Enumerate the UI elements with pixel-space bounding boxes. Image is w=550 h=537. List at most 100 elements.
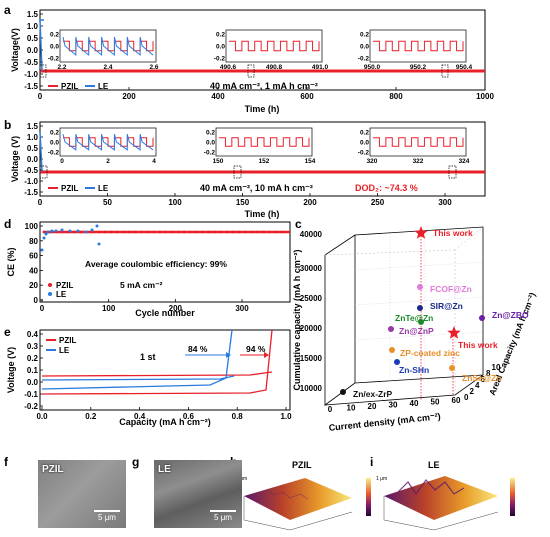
x-ticks: 0 50 100 150 200 250 300: [38, 193, 452, 207]
sem-image-pzil: PZIL 5 μm: [38, 460, 126, 528]
inset-x-label: 2: [106, 158, 110, 165]
x-tick-label: 400: [211, 92, 225, 101]
x-tick-label: 800: [389, 92, 403, 101]
pzil-point: [280, 230, 284, 234]
y-tick-label: 0.3: [27, 342, 39, 351]
afm-texture: [259, 489, 309, 500]
x-tick-label: 200: [122, 92, 136, 101]
y-tick-label: 1.0: [27, 133, 39, 142]
axes-frame: [39, 329, 291, 411]
x-tick-label: 150: [236, 198, 250, 207]
x-tick-label: 300: [438, 198, 452, 207]
percent-pzil: 94 %: [246, 344, 266, 354]
le-series: [40, 224, 101, 252]
x-ticks: 0 10 20 30 40 50 60: [328, 396, 461, 414]
le-inset-trace: [62, 36, 154, 57]
grid-lines: [354, 231, 484, 381]
legend-label-pzil: PZIL: [59, 336, 76, 345]
inset-y-label: -0.2: [48, 150, 60, 157]
legend: PZIL LE: [48, 82, 109, 91]
x-tick-label: 0.2: [85, 412, 97, 421]
point-marker: [388, 326, 394, 332]
pzil-point: [237, 230, 241, 234]
x-axis-label: Cycle number: [135, 308, 195, 318]
z-ticks: 40000 30000 25000 20000 15000 10000: [300, 230, 323, 393]
y-tick-label: 0.1: [27, 366, 39, 375]
y-tick-label: -0.5: [24, 166, 38, 175]
scale-label: 5 μm: [98, 513, 116, 522]
afm-axes: [243, 496, 353, 531]
inset-x-label: 2.4: [103, 64, 112, 71]
le-point: [42, 236, 46, 240]
legend-marker-pzil: [48, 283, 52, 287]
point-marker: [418, 319, 424, 325]
inset-x-label: 154: [305, 158, 316, 165]
y-tick-label: 10: [492, 363, 501, 372]
x-tick-label: 0.8: [232, 412, 244, 421]
condition-label: 40 mA cm⁻², 10 mA h cm⁻²: [200, 183, 313, 193]
inset-y-label: 0.2: [50, 130, 59, 137]
pzil-point: [79, 230, 82, 234]
sem-label: PZIL: [42, 464, 64, 475]
z-tick-label: 25000: [300, 294, 323, 303]
pzil-point: [195, 230, 198, 234]
panel-letter-g: g: [132, 455, 139, 469]
condition-label: 5 mA cm⁻²: [120, 280, 163, 290]
inset-y-label: 0.0: [50, 140, 59, 147]
panel-letter: a: [4, 3, 11, 17]
inset-x-label: 0: [60, 158, 64, 165]
pzil-series: [42, 230, 290, 234]
axes-frame: [39, 221, 291, 303]
data-points: This work FCOF@Zn SIR@Zn Zn@ZBO ZnTe@Zn Zn@Zn…: [340, 226, 529, 399]
inset-y-label: -0.2: [358, 56, 370, 63]
inset-x-label: 490.8: [266, 64, 283, 71]
z-unit: 1 μm: [376, 476, 387, 482]
legend-label-pzil: PZIL: [61, 82, 78, 91]
le-trace: [39, 131, 43, 173]
panel-label: LE: [428, 460, 440, 470]
inset-x-label: 152: [259, 158, 270, 165]
star-marker: [447, 326, 461, 339]
zoom-box: [441, 64, 449, 78]
box-edge: [324, 234, 356, 256]
panel-letter: e: [4, 325, 11, 339]
colorbar: [510, 478, 515, 516]
x-tick-label: 100: [168, 198, 182, 207]
percent-le: 84 %: [188, 344, 208, 354]
y-tick-label: 1.0: [27, 22, 39, 31]
x-tick-label: 0: [38, 92, 43, 101]
z-tick-label: 40000: [300, 230, 323, 239]
x-tick-label: 50: [103, 198, 112, 207]
pzil-point: [73, 230, 76, 234]
inset-y-label: -0.2: [48, 56, 60, 63]
inset-y-label: 0.0: [216, 44, 225, 51]
point-marker: [389, 347, 395, 353]
z-tick-label: 15000: [300, 354, 323, 363]
x-ticks: 0 100 200 300: [40, 299, 249, 313]
point-label: ZnSe@Zn: [462, 373, 501, 383]
pzil-point: [134, 230, 137, 234]
y-tick-label: 0.5: [27, 144, 39, 153]
x-tick-label: 20: [368, 402, 377, 411]
y-tick-label: 0.4: [27, 330, 39, 339]
inset-y-label: -0.2: [358, 150, 370, 157]
pzil-inset-trace: [373, 40, 464, 52]
inset-plot: 0.2 0.0 -0.22.2 2.4 2.6: [48, 29, 159, 71]
inset-y-label: 0.2: [206, 130, 215, 137]
point-marker: [417, 284, 423, 290]
y-ticks: 100 80 60 40 20 0: [25, 222, 43, 305]
le-trace: [39, 19, 43, 72]
le-point: [68, 229, 72, 233]
inset-y-label: 0.0: [206, 140, 215, 147]
le-point: [84, 230, 88, 234]
inset-y-label: 0.0: [360, 140, 369, 147]
sem-label: LE: [158, 464, 171, 475]
panel-c: c Cumulative capacity (mA h cm⁻²) Curren…: [292, 217, 538, 433]
legend-label-pzil: PZIL: [61, 184, 78, 193]
inset-x-label: 4: [152, 158, 156, 165]
x-tick-label: 0: [328, 405, 333, 414]
pzil-point: [170, 230, 174, 234]
y-axis-label: Voltage (V): [10, 136, 20, 182]
